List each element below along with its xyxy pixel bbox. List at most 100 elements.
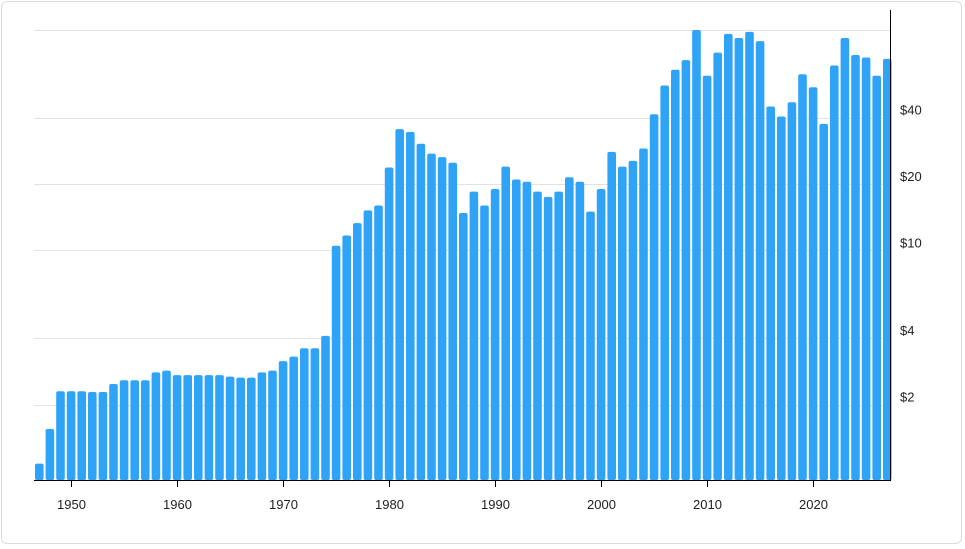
bar-2021[interactable] bbox=[819, 123, 828, 481]
bar-1963[interactable] bbox=[204, 375, 214, 480]
bar-1976[interactable] bbox=[342, 235, 351, 480]
bar-2019[interactable] bbox=[798, 74, 807, 481]
x-tick-labels: 1950 1960 1970 1980 1990 2000 2010 2020 bbox=[57, 480, 828, 512]
bar-1950[interactable] bbox=[66, 391, 76, 480]
bar-2010[interactable] bbox=[702, 75, 712, 481]
bar-1982[interactable] bbox=[406, 131, 415, 480]
bar-1994[interactable] bbox=[533, 191, 542, 480]
bar-2015[interactable] bbox=[755, 41, 765, 480]
bar-2002[interactable] bbox=[618, 166, 627, 480]
bar-1952[interactable] bbox=[88, 392, 97, 480]
bar-1980[interactable] bbox=[384, 167, 394, 480]
bar-2017[interactable] bbox=[777, 116, 786, 481]
bar-1986[interactable] bbox=[448, 162, 457, 481]
bar-2027[interactable] bbox=[883, 58, 892, 480]
bar-1961[interactable] bbox=[183, 375, 192, 480]
bar-2007[interactable] bbox=[671, 69, 680, 480]
axes bbox=[34, 10, 891, 481]
bar-2000[interactable] bbox=[596, 189, 606, 480]
y-tick-label: $2 bbox=[900, 390, 914, 405]
bar-1971[interactable] bbox=[289, 356, 298, 480]
x-tick-label: 1980 bbox=[375, 497, 404, 512]
bar-2023[interactable] bbox=[840, 37, 850, 480]
bar-1966[interactable] bbox=[236, 377, 245, 480]
y-tick-label: $4 bbox=[900, 323, 914, 338]
bar-2016[interactable] bbox=[766, 106, 775, 481]
bars bbox=[35, 30, 892, 481]
bar-1947[interactable] bbox=[35, 463, 44, 480]
bar-1975[interactable] bbox=[331, 245, 341, 480]
bar-1993[interactable] bbox=[522, 181, 532, 480]
x-tick-label: 1950 bbox=[57, 497, 86, 512]
bar-1955[interactable] bbox=[119, 380, 129, 480]
bar-1984[interactable] bbox=[427, 153, 436, 480]
bar-1987[interactable] bbox=[459, 212, 468, 480]
bar-1969[interactable] bbox=[268, 370, 277, 480]
bar-1960[interactable] bbox=[172, 375, 182, 480]
y-tick-labels: $2 $4 $10 $20 $40 bbox=[900, 103, 922, 405]
bar-1995[interactable] bbox=[543, 196, 553, 480]
bar-1979[interactable] bbox=[374, 205, 383, 481]
bar-2025[interactable] bbox=[861, 57, 871, 481]
bar-1992[interactable] bbox=[512, 179, 521, 480]
x-tick-label: 2010 bbox=[693, 497, 722, 512]
bar-2004[interactable] bbox=[639, 148, 648, 480]
bar-1959[interactable] bbox=[162, 370, 171, 480]
bar-2005[interactable] bbox=[649, 114, 659, 481]
x-tick-label: 2020 bbox=[799, 497, 828, 512]
bar-2003[interactable] bbox=[628, 160, 638, 480]
x-tick-label: 1960 bbox=[163, 497, 192, 512]
x-tick-label: 2000 bbox=[587, 497, 616, 512]
bar-2020[interactable] bbox=[808, 87, 818, 480]
bar-1962[interactable] bbox=[194, 375, 203, 480]
bar-1981[interactable] bbox=[395, 129, 404, 481]
bar-2026[interactable] bbox=[872, 75, 881, 481]
bar-2012[interactable] bbox=[724, 33, 733, 480]
bar-1989[interactable] bbox=[480, 205, 489, 481]
bar-2008[interactable] bbox=[681, 60, 691, 480]
bar-1985[interactable] bbox=[437, 157, 447, 481]
bar-1996[interactable] bbox=[554, 191, 563, 480]
bar-1970[interactable] bbox=[278, 361, 288, 480]
bar-1988[interactable] bbox=[469, 191, 479, 480]
bar-1974[interactable] bbox=[321, 335, 330, 480]
bar-1953[interactable] bbox=[98, 392, 108, 480]
y-tick-label: $20 bbox=[900, 169, 922, 184]
bar-2013[interactable] bbox=[734, 37, 744, 480]
bar-2024[interactable] bbox=[851, 55, 860, 480]
bar-1998[interactable] bbox=[575, 181, 585, 480]
bar-1991[interactable] bbox=[501, 166, 510, 480]
bar-1964[interactable] bbox=[215, 375, 224, 480]
bar-1997[interactable] bbox=[565, 177, 574, 480]
bar-2014[interactable] bbox=[745, 31, 754, 481]
bar-1949[interactable] bbox=[56, 391, 65, 480]
bar-2011[interactable] bbox=[713, 52, 722, 480]
bar-1956[interactable] bbox=[130, 380, 139, 480]
bar-1973[interactable] bbox=[310, 348, 320, 480]
bar-1958[interactable] bbox=[151, 372, 161, 480]
bar-1978[interactable] bbox=[363, 210, 373, 480]
bar-1977[interactable] bbox=[353, 223, 362, 480]
bar-2001[interactable] bbox=[607, 151, 616, 480]
bar-2022[interactable] bbox=[830, 65, 839, 480]
bar-1965[interactable] bbox=[225, 376, 235, 480]
bar-1972[interactable] bbox=[300, 348, 309, 480]
bar-1968[interactable] bbox=[257, 372, 267, 480]
bar-2018[interactable] bbox=[787, 102, 797, 481]
bar-1957[interactable] bbox=[141, 380, 150, 480]
x-tick-label: 1990 bbox=[481, 497, 510, 512]
bar-1954[interactable] bbox=[109, 384, 118, 480]
bar-2009[interactable] bbox=[692, 30, 701, 480]
bar-1951[interactable] bbox=[77, 391, 86, 480]
bar-1948[interactable] bbox=[45, 429, 55, 480]
y-tick-label: $40 bbox=[900, 103, 922, 118]
bar-2006[interactable] bbox=[660, 85, 669, 481]
bar-1990[interactable] bbox=[490, 189, 500, 480]
bar-1999[interactable] bbox=[586, 211, 595, 480]
x-tick-label: 1970 bbox=[269, 497, 298, 512]
y-tick-label: $10 bbox=[900, 236, 922, 251]
bar-1967[interactable] bbox=[247, 377, 256, 480]
bar-1983[interactable] bbox=[416, 143, 426, 480]
